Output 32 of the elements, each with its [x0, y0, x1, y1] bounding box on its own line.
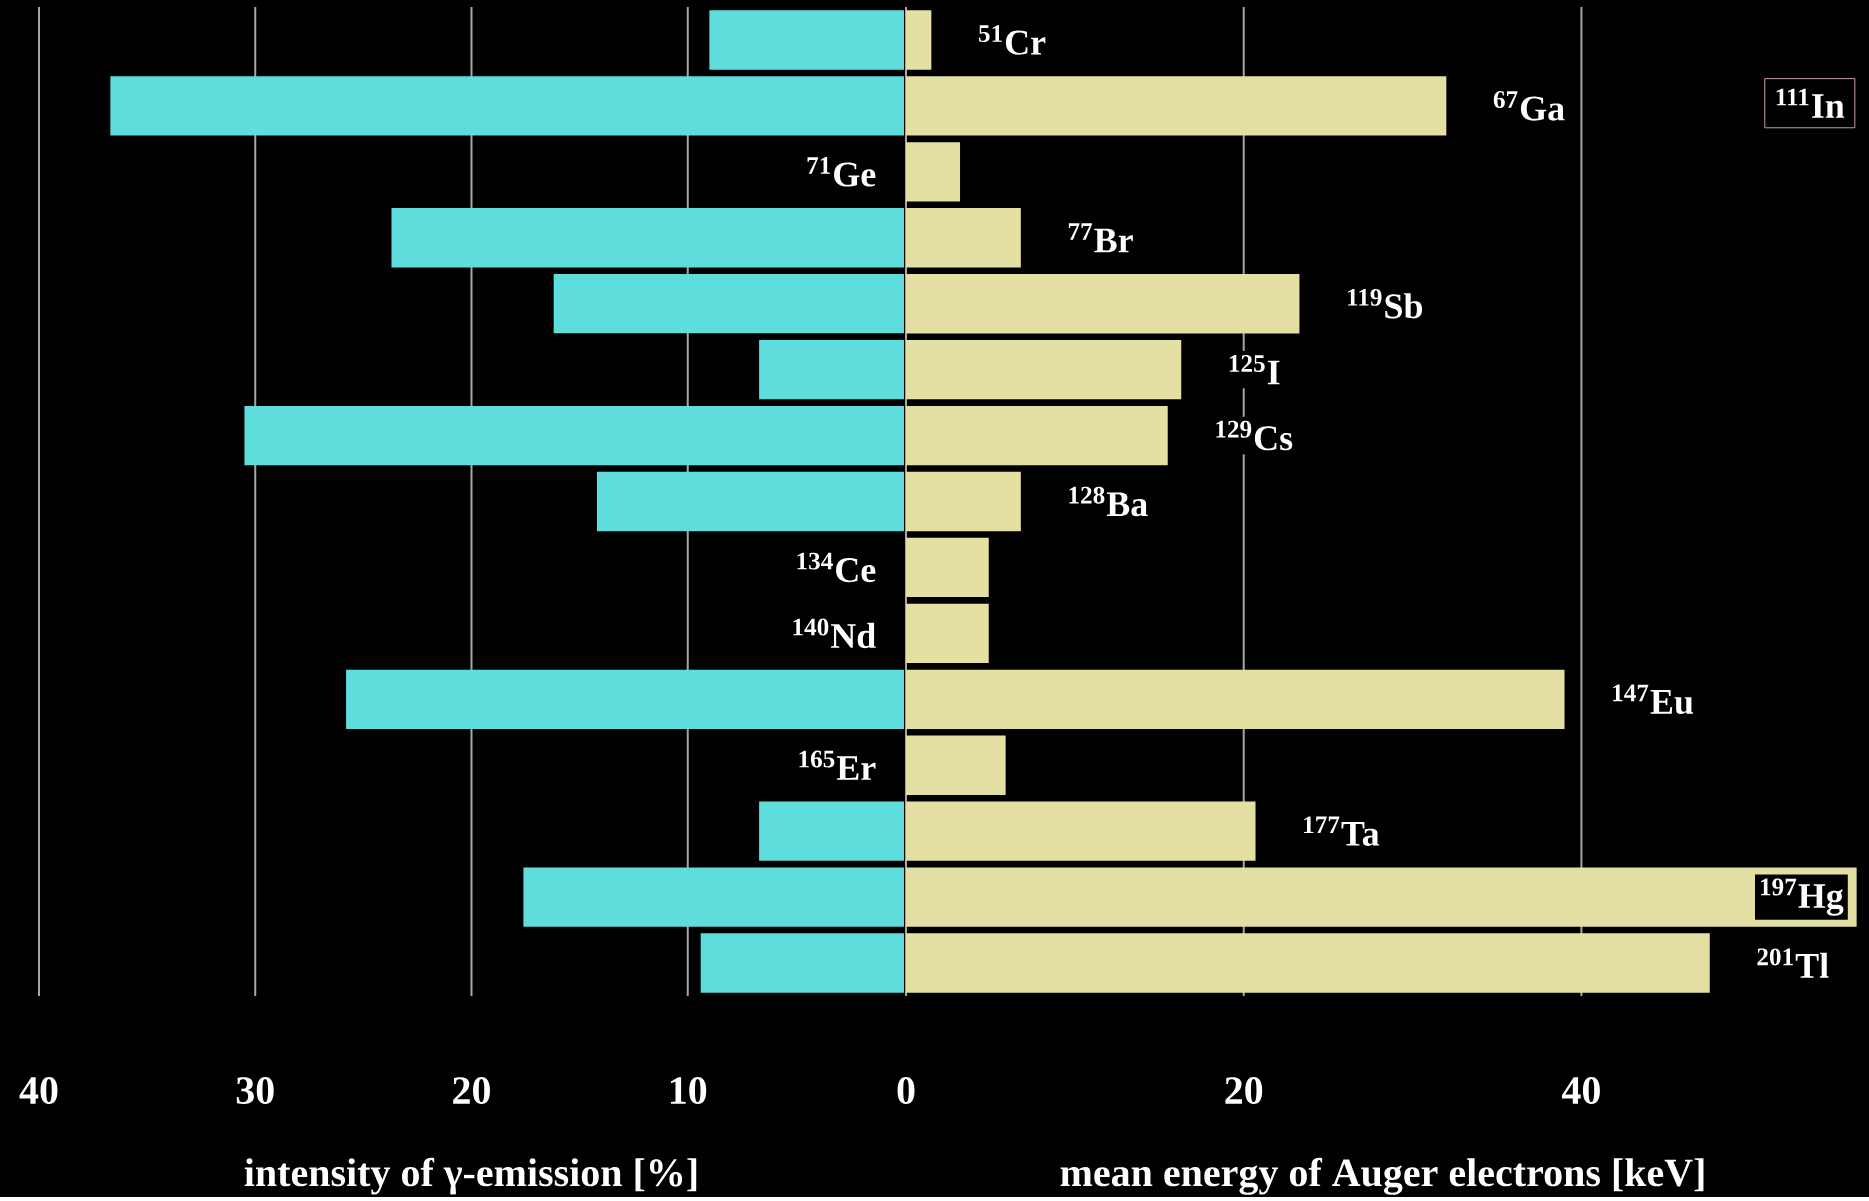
bar	[906, 537, 989, 597]
x-tick-label: 0	[897, 1076, 915, 1104]
bar	[906, 207, 1021, 268]
bar	[906, 603, 989, 663]
y-tick-label: $^{71}$Ge	[807, 156, 876, 187]
y-tick-label: $^{147}$Eu	[1613, 684, 1694, 714]
bar	[700, 933, 904, 993]
y-tick-label: $^{197}$Hg	[1761, 878, 1844, 916]
x-tick-label: 30	[236, 1076, 274, 1104]
y-tick-label: $^{51}$Cr	[978, 25, 1046, 55]
x-tick-label: 20	[453, 1076, 490, 1104]
y-tick-label: $^{129}$Cs	[1216, 420, 1293, 451]
x-tick-label: 10	[670, 1076, 707, 1104]
y-tick-label: $^{67}$Ga	[1493, 90, 1565, 121]
bar	[906, 141, 961, 202]
y-tick-label: $^{125}$I	[1229, 354, 1280, 385]
x-tick-label: 20	[1225, 1076, 1263, 1104]
y-tick-label: $^{165}$Er	[799, 750, 876, 780]
x-axis-title: mean energy of Auger electrons [keV]	[1060, 1157, 1704, 1195]
y-tick-label: $^{140}$Nd	[793, 618, 876, 648]
annotation: $^{111}$In	[1776, 88, 1845, 118]
y-tick-label: $^{134}$Ce	[797, 552, 876, 582]
y-tick-label: $^{177}$Ta	[1304, 816, 1380, 846]
y-tick-label: $^{128}$Ba	[1069, 486, 1148, 517]
y-tick-label: $^{77}$Br	[1068, 222, 1133, 253]
x-tick-label: 40	[19, 1076, 58, 1104]
y-tick-label: $^{119}$Sb	[1348, 288, 1423, 319]
x-axis-title: intensity of γ-emission [%]	[244, 1157, 697, 1195]
bar	[906, 10, 932, 70]
y-tick-label: $^{201}$Tl	[1757, 948, 1829, 978]
bar	[906, 735, 1006, 795]
x-tick-label: 40	[1561, 1076, 1600, 1104]
